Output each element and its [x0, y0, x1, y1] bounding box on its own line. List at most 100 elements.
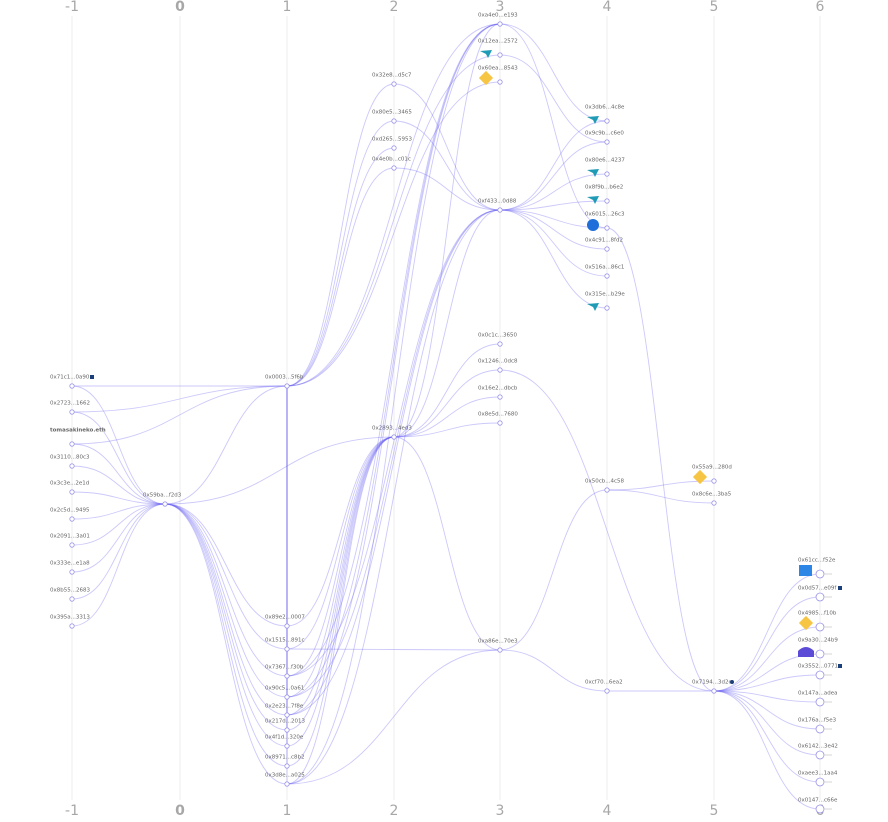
edge [393, 167, 501, 211]
edge [499, 141, 608, 211]
node-label: 0x3c3e...2e1d [50, 481, 89, 487]
edge [499, 489, 608, 651]
column-label: 5 [710, 0, 719, 15]
node-label: 0xcf70...6ea2 [585, 680, 623, 686]
edge [499, 120, 608, 211]
node-label: 0x6015...26c3 [585, 212, 625, 218]
node [162, 501, 168, 507]
node-label: 0x80e6...4237 [585, 158, 625, 164]
node-label: 0x8e5d...7680 [478, 412, 518, 418]
node-label: 0x32e8...d5c7 [372, 73, 412, 79]
node [69, 596, 75, 602]
edge [71, 385, 288, 445]
edge [393, 120, 501, 211]
node [604, 118, 610, 124]
edge [606, 489, 715, 504]
node-icon [798, 615, 814, 631]
node-label: 0xf433...0d88 [478, 199, 517, 205]
node [604, 198, 610, 204]
column-label: 0 [175, 0, 185, 15]
edge [499, 649, 608, 692]
node [815, 777, 825, 787]
node-label: 0x2c5d...9495 [50, 508, 90, 514]
node-label: 0x4c91...8fd2 [585, 238, 623, 244]
node-label: 0x8b55...2683 [50, 588, 90, 594]
edge [71, 443, 166, 505]
node-label: 0xa4e0...e193 [478, 13, 518, 19]
edge [499, 200, 608, 211]
edge [393, 209, 501, 438]
node [815, 592, 825, 602]
node-label: 0x80e5...3465 [372, 110, 412, 116]
column-label: 0 [175, 803, 185, 819]
node [69, 569, 75, 575]
node-label: 0x1246...0dc8 [478, 359, 518, 365]
node [69, 441, 75, 447]
node-label: 0x147a...adea [798, 691, 837, 697]
edge [393, 422, 501, 438]
edge [164, 436, 395, 505]
node-icon [587, 196, 599, 204]
node [284, 694, 290, 700]
node-label: 0x50cb...4c58 [585, 479, 625, 485]
node [284, 727, 290, 733]
edge [499, 209, 608, 250]
node-icon [587, 303, 599, 311]
node-label: 0x333e...e1a8 [50, 561, 90, 567]
node-icon [799, 565, 812, 576]
edge [71, 465, 166, 505]
column-label: 1 [283, 803, 292, 819]
column-label: 2 [390, 0, 399, 15]
node-label: 0x1515...891c [265, 638, 305, 644]
edge [164, 503, 288, 716]
node [69, 516, 75, 522]
node-label: 0x395a...3313 [50, 615, 90, 621]
node [604, 487, 610, 493]
edge [286, 120, 395, 387]
node [815, 569, 825, 579]
node-label: 0x4e0b...c01c [372, 157, 411, 163]
edge [286, 23, 501, 698]
column-label: 3 [496, 0, 505, 15]
node-label: 0x8f9b...b6e2 [585, 185, 623, 191]
edge [286, 209, 501, 677]
node-label: 0x2893...4ed3 [372, 426, 412, 432]
edge [286, 436, 395, 698]
node-icon [587, 169, 599, 177]
edge [286, 209, 501, 698]
edge [286, 23, 501, 387]
node [69, 542, 75, 548]
edge [71, 503, 166, 546]
edge [286, 147, 395, 387]
edge [713, 690, 821, 756]
node-label: tomasakineko.eth [50, 428, 106, 434]
node-icon [480, 50, 492, 58]
node-label: 0x4f1d...320e [265, 735, 304, 741]
node-icon [587, 219, 599, 231]
edge [286, 209, 501, 785]
node [391, 118, 397, 124]
edge [71, 385, 166, 505]
node-icon [692, 469, 708, 485]
node [711, 500, 717, 506]
node-label: 0x61cc...f52e [798, 558, 836, 564]
node [69, 409, 75, 415]
node-label: 0xd265...5953 [372, 137, 412, 143]
edge [393, 396, 501, 438]
edge [713, 674, 821, 692]
node [284, 623, 290, 629]
node-label: 0x3552...0771 [798, 664, 838, 670]
node-label: 0x16e2...dbcb [478, 386, 518, 392]
column-label: 3 [496, 803, 505, 819]
node [391, 145, 397, 151]
node-label: 0x7367...f30b [265, 665, 304, 671]
edge [393, 369, 501, 438]
edge [713, 573, 821, 692]
node [604, 139, 610, 145]
edge [286, 649, 501, 785]
node [497, 207, 503, 213]
edge [499, 209, 608, 277]
edge [286, 436, 395, 716]
node-label: 0x59ba...f2d3 [143, 493, 182, 499]
node-label: 0x8971...c8b2 [265, 755, 305, 761]
